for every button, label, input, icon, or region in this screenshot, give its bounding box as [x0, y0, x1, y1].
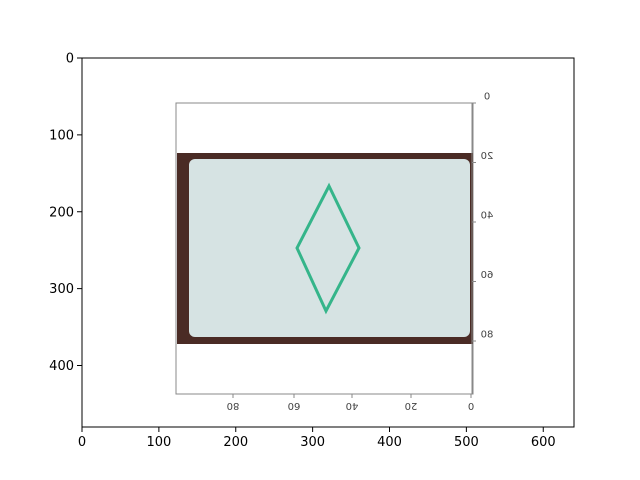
inner-y-tick-label: 60: [481, 270, 494, 281]
x-tick-label: 0: [78, 435, 86, 450]
x-axis: 0 100 200 300 400 500 600: [78, 427, 556, 450]
inner-x-tick-label: 80: [227, 400, 240, 411]
inner-right-ticks: 0 20 40 60 80: [472, 92, 493, 342]
axes-frame: [81, 57, 575, 428]
y-tick-label: 300: [49, 282, 74, 297]
inner-y-tick-label: 20: [481, 151, 494, 162]
y-tick-label: 200: [49, 205, 74, 220]
card-face: [189, 159, 470, 337]
inner-y-tick-label: 40: [481, 211, 494, 222]
x-tick-label: 600: [531, 435, 556, 450]
inner-x-tick-label: 40: [346, 400, 359, 411]
y-tick-label: 100: [49, 128, 74, 143]
x-tick-label: 500: [454, 435, 479, 450]
x-tick-label: 300: [300, 435, 325, 450]
embedded-image: 0 20 40 60 80 80 60 40 20 0: [175, 92, 493, 411]
x-tick-label: 100: [146, 435, 171, 450]
y-tick-label: 400: [49, 359, 74, 374]
x-tick-label: 200: [223, 435, 248, 450]
inner-y-tick-label: 0: [484, 92, 490, 103]
inner-x-tick-label: 60: [288, 400, 301, 411]
inner-bottom-ticks: 80 60 40 20 0: [227, 394, 474, 411]
green-diamond: [295, 182, 361, 315]
y-tick-label: 0: [66, 52, 74, 67]
inner-x-tick-label: 0: [468, 400, 474, 411]
x-tick-label: 400: [377, 435, 402, 450]
inner-x-tick-label: 20: [405, 400, 418, 411]
inner-y-tick-label: 80: [481, 330, 494, 341]
y-axis: 0 100 200 300 400: [49, 52, 82, 374]
